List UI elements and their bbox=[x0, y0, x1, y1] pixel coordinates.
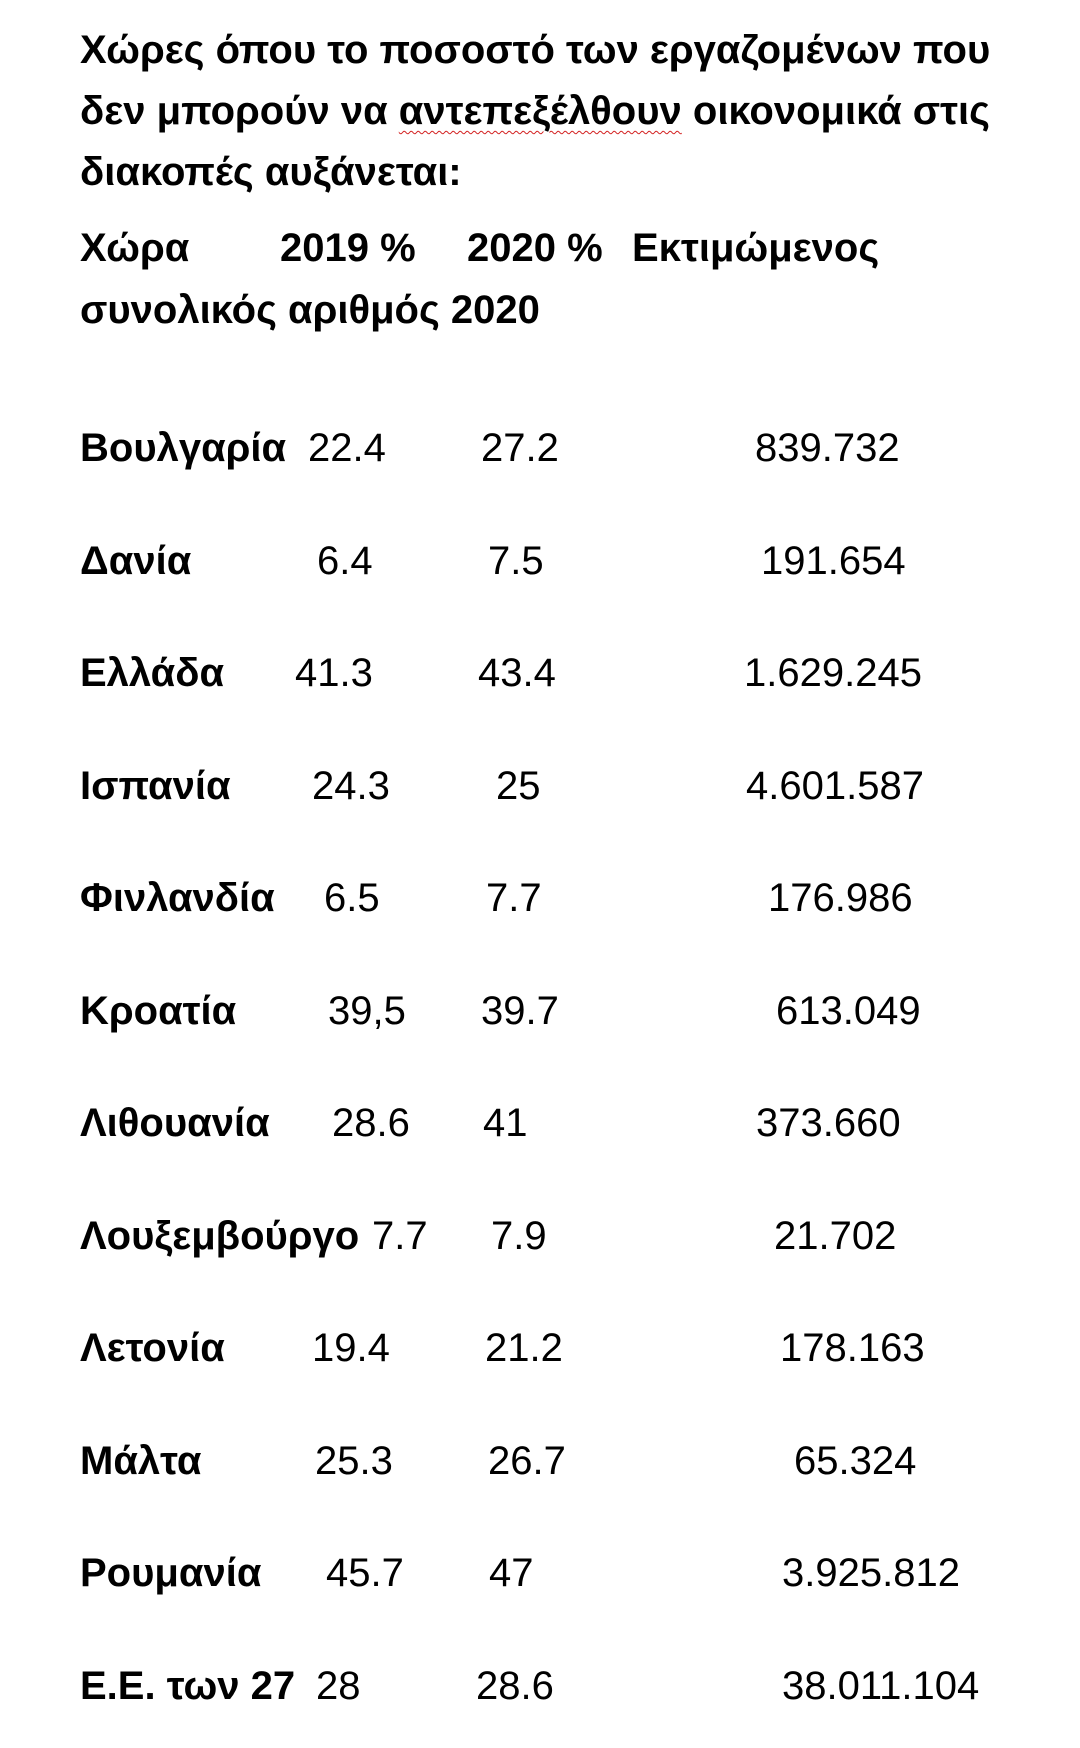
total-cell: 65.324 bbox=[794, 1439, 917, 1483]
table-row: Μάλτα 25.3 26.7 65.324 bbox=[0, 1431, 1080, 1491]
header-2019: 2019 % bbox=[280, 226, 416, 270]
value-2019-cell: 28 bbox=[316, 1664, 361, 1708]
header-total-line2: συνολικός αριθμός 2020 bbox=[80, 288, 540, 332]
total-cell: 38.011.104 bbox=[782, 1664, 980, 1708]
table-row: Βουλγαρία 22.4 27.2 839.732 bbox=[0, 418, 1080, 478]
value-2020-cell: 39.7 bbox=[481, 989, 559, 1033]
value-2020-cell: 7.5 bbox=[488, 539, 544, 583]
total-cell: 373.660 bbox=[756, 1101, 901, 1145]
title-misspelled-word: αντεπεξέλθουν bbox=[398, 89, 682, 133]
header-2020: 2020 % bbox=[467, 226, 603, 270]
country-cell: Μάλτα bbox=[80, 1439, 202, 1483]
document-title: Χώρες όπου το ποσοστό των εργαζομένων πο… bbox=[80, 20, 1010, 203]
country-cell: Ελλάδα bbox=[80, 651, 225, 695]
country-cell: Λουξεμβούργο bbox=[80, 1214, 360, 1258]
total-cell: 613.049 bbox=[776, 989, 921, 1033]
table-row: Λιθουανία 28.6 41 373.660 bbox=[0, 1093, 1080, 1153]
value-2019-cell: 24.3 bbox=[312, 764, 390, 808]
table-row: Λουξεμβούργο 7.7 7.9 21.702 bbox=[0, 1206, 1080, 1266]
total-cell: 1.629.245 bbox=[744, 651, 922, 695]
value-2020-cell: 27.2 bbox=[481, 426, 559, 470]
value-2020-cell: 21.2 bbox=[485, 1326, 563, 1370]
total-cell: 191.654 bbox=[761, 539, 906, 583]
value-2019-cell: 22.4 bbox=[308, 426, 386, 470]
country-cell: Ισπανία bbox=[80, 764, 231, 808]
value-2019-cell: 6.4 bbox=[317, 539, 373, 583]
table-row: Λετονία 19.4 21.2 178.163 bbox=[0, 1318, 1080, 1378]
table-row: Κροατία 39,5 39.7 613.049 bbox=[0, 981, 1080, 1041]
country-cell: Ε.Ε. των 27 bbox=[80, 1664, 296, 1708]
value-2020-cell: 26.7 bbox=[488, 1439, 566, 1483]
country-cell: Λιθουανία bbox=[80, 1101, 270, 1145]
total-cell: 4.601.587 bbox=[746, 764, 924, 808]
value-2020-cell: 25 bbox=[496, 764, 541, 808]
header-total-line1: Εκτιμώμενος bbox=[632, 226, 880, 270]
country-cell: Λετονία bbox=[80, 1326, 225, 1370]
table-row: Ελλάδα 41.3 43.4 1.629.245 bbox=[0, 643, 1080, 703]
country-cell: Βουλγαρία bbox=[80, 426, 287, 470]
total-cell: 178.163 bbox=[780, 1326, 925, 1370]
total-cell: 176.986 bbox=[768, 876, 913, 920]
value-2020-cell: 7.7 bbox=[486, 876, 542, 920]
country-cell: Δανία bbox=[80, 539, 192, 583]
country-cell: Κροατία bbox=[80, 989, 237, 1033]
total-cell: 839.732 bbox=[755, 426, 900, 470]
value-2019-cell: 6.5 bbox=[324, 876, 380, 920]
value-2019-cell: 25.3 bbox=[315, 1439, 393, 1483]
country-cell: Φινλανδία bbox=[80, 876, 275, 920]
value-2019-cell: 45.7 bbox=[326, 1551, 404, 1595]
table-row: Φινλανδία 6.5 7.7 176.986 bbox=[0, 868, 1080, 928]
value-2020-cell: 7.9 bbox=[491, 1214, 547, 1258]
table-row: Ε.Ε. των 27 28 28.6 38.011.104 bbox=[0, 1656, 1080, 1716]
table-row: Δανία 6.4 7.5 191.654 bbox=[0, 531, 1080, 591]
value-2020-cell: 41 bbox=[483, 1101, 528, 1145]
value-2019-cell: 7.7 bbox=[372, 1214, 428, 1258]
value-2019-cell: 28.6 bbox=[332, 1101, 410, 1145]
value-2019-cell: 39,5 bbox=[328, 989, 406, 1033]
table-row: Ισπανία 24.3 25 4.601.587 bbox=[0, 756, 1080, 816]
value-2020-cell: 28.6 bbox=[476, 1664, 554, 1708]
value-2019-cell: 19.4 bbox=[312, 1326, 390, 1370]
value-2020-cell: 47 bbox=[489, 1551, 534, 1595]
table-row: Ρουμανία 45.7 47 3.925.812 bbox=[0, 1543, 1080, 1603]
value-2019-cell: 41.3 bbox=[295, 651, 373, 695]
value-2020-cell: 43.4 bbox=[478, 651, 556, 695]
total-cell: 21.702 bbox=[774, 1214, 897, 1258]
country-cell: Ρουμανία bbox=[80, 1551, 262, 1595]
title-part-1: Χώρες όπου το ποσοστό των εργαζομένων πο… bbox=[80, 28, 991, 133]
total-cell: 3.925.812 bbox=[782, 1551, 960, 1595]
header-country: Χώρα bbox=[80, 226, 190, 270]
title-part-2: οικονομικά στις διακοπές αυξάνεται: bbox=[80, 89, 990, 194]
